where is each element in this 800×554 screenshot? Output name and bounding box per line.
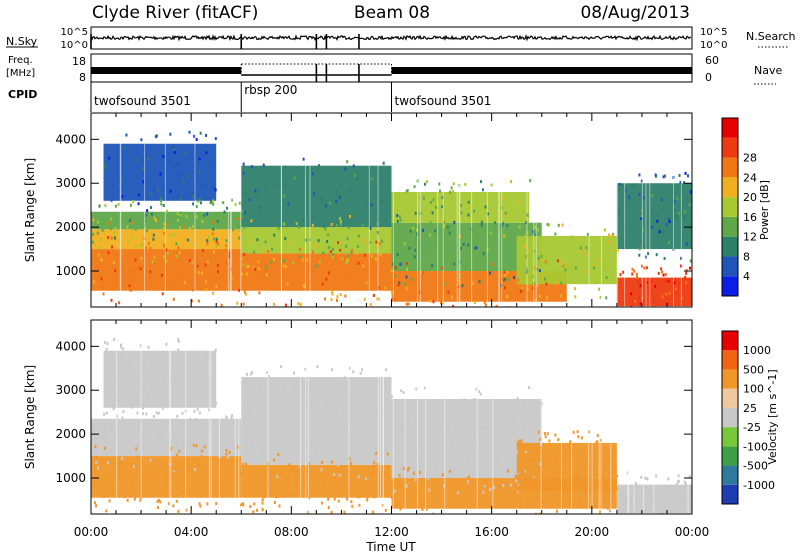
velocity-colorbar-swatch-7: [722, 350, 738, 370]
velocity-scatter: [91, 320, 692, 514]
power-region-1: [91, 229, 242, 250]
velocity-ytick-label-0: 1000: [55, 471, 86, 485]
date-title: 08/Aug/2013: [580, 3, 690, 23]
x-tick-label-0: 00:00: [74, 525, 109, 539]
velocity-colorbar-tick-0: 1000: [743, 344, 771, 357]
velocity-colorbar-swatch-1: [722, 465, 738, 485]
x-axis-label: Time UT: [365, 540, 416, 554]
nsky-left-tick-low: 10^0: [61, 40, 88, 51]
cpid-segment-label-1: rbsp 200: [244, 83, 297, 97]
x-tick-label-5: 20:00: [575, 525, 610, 539]
velocity-panel: 1000 2000 3000 4000 Slant Range [km]: [23, 319, 693, 515]
velocity-colorbar-swatch-4: [722, 407, 738, 428]
cpid-label: CPID: [8, 88, 37, 101]
power-ylabel: Slant Range [km]: [23, 158, 37, 262]
station-title: Clyde River (fitACF): [92, 3, 258, 23]
power-ytick-label-2: 3000: [55, 176, 86, 190]
power-colorbar-swatch-0: [722, 276, 738, 296]
nsky-trace: [90, 34, 692, 49]
power-ytick-label-1: 2000: [55, 220, 86, 234]
nave-label: Nave: [754, 64, 782, 77]
velocity-ytick-label-2: 3000: [55, 383, 86, 397]
power-colorbar-label: Power [dB]: [758, 180, 771, 240]
velocity-region-7: [516, 442, 617, 492]
freq-left-tick-low: 8: [79, 71, 86, 84]
power-colorbar-tick-5: 24: [743, 171, 757, 184]
nsky-left-tick-high: 10^5: [61, 27, 88, 38]
power-region-12: [616, 183, 692, 250]
nave-right-tick-low: 0: [705, 71, 712, 84]
freq-trace: [91, 63, 692, 82]
nsky-line: [90, 34, 692, 42]
velocity-colorbar: 1000 500 100 25 -25 -100 -500 -1000: [721, 330, 775, 505]
power-region-3: [103, 143, 217, 201]
x-tick-label-3: 12:00: [374, 525, 409, 539]
velocity-colorbar-tick-7: -1000: [743, 479, 775, 492]
velocity-colorbar-tick-4: -25: [743, 421, 761, 434]
power-region-5: [241, 227, 392, 254]
power-colorbar-tick-3: 16: [743, 211, 757, 224]
velocity-ylabel: Slant Range [km]: [23, 365, 37, 469]
power-colorbar: 4 8 12 16 20 24 28: [721, 117, 757, 297]
velocity-colorbar-tick-3: 25: [743, 402, 757, 415]
velocity-colorbar-swatch-8: [722, 331, 738, 351]
power-colorbar-swatch-2: [722, 236, 738, 257]
velocity-colorbar-swatch-5: [722, 388, 738, 408]
x-tick-label-2: 08:00: [274, 525, 309, 539]
velocity-colorbar-tick-5: -100: [743, 440, 768, 453]
beam-title: Beam 08: [354, 3, 430, 23]
power-colorbar-swatch-5: [722, 177, 738, 198]
velocity-colorbar-tick-1: 500: [743, 363, 764, 376]
freq-label-line2: [MHz]: [6, 68, 35, 79]
cpid-segment-label-2: twofsound 3501: [395, 94, 492, 108]
velocity-region-2: [103, 350, 217, 408]
power-colorbar-tick-6: 28: [743, 152, 757, 165]
power-colorbar-tick-0: 4: [743, 270, 750, 283]
velocity-region-4: [241, 377, 392, 465]
power-ytick-label-3: 4000: [55, 132, 86, 146]
power-colorbar-swatch-6: [722, 157, 738, 178]
velocity-colorbar-swatch-3: [722, 427, 738, 447]
nsky-right-tick-high: 10^5: [700, 27, 727, 38]
velocity-colorbar-label: Velocity [m s^-1]: [766, 369, 779, 464]
power-region-6: [241, 165, 392, 228]
power-colorbar-swatch-4: [722, 197, 738, 217]
power-colorbar-swatch-7: [722, 137, 738, 158]
velocity-colorbar-swatch-6: [722, 369, 738, 389]
velocity-colorbar-swatch-0: [722, 484, 738, 504]
nsearch-label: N.Search: [746, 30, 796, 43]
power-colorbar-tick-4: 20: [743, 191, 757, 204]
power-colorbar-tick-1: 8: [743, 250, 750, 263]
velocity-colorbar-tick-6: -500: [743, 460, 768, 473]
power-ytick-label-0: 1000: [55, 264, 86, 278]
nsky-label: N.Sky: [6, 35, 38, 48]
cpid-segments: twofsound 3501 rbsp 200 twofsound 3501: [90, 82, 492, 112]
power-colorbar-swatch-1: [722, 256, 738, 277]
power-colorbar-tick-2: 12: [743, 231, 757, 244]
velocity-colorbar-swatch-2: [722, 446, 738, 466]
power-scatter: [91, 113, 692, 307]
nave-right-tick-high: 60: [705, 54, 719, 67]
time-tick-labels: 00:00 04:00 08:00 12:00 16:00 20:00 00:00: [74, 525, 710, 539]
power-colorbar-swatch-8: [722, 118, 738, 138]
cpid-segment-label-0: twofsound 3501: [94, 94, 191, 108]
x-tick-label-6: 00:00: [675, 525, 710, 539]
freq-label-line1: Freq.: [8, 55, 33, 66]
x-tick-label-4: 16:00: [474, 525, 509, 539]
velocity-region-1: [91, 418, 242, 457]
nsky-right-tick-low: 10^0: [700, 40, 727, 51]
velocity-colorbar-tick-2: 100: [743, 383, 764, 396]
velocity-ytick-label-1: 2000: [55, 427, 86, 441]
power-region-0: [91, 249, 242, 291]
x-tick-label-1: 04:00: [174, 525, 209, 539]
power-colorbar-swatch-3: [722, 216, 738, 237]
velocity-ytick-label-3: 4000: [55, 339, 86, 353]
power-region-4: [241, 253, 392, 291]
power-panel: 1000 2000 3000 4000 Slant Range [km]: [23, 112, 693, 308]
freq-left-tick-high: 18: [72, 55, 86, 68]
